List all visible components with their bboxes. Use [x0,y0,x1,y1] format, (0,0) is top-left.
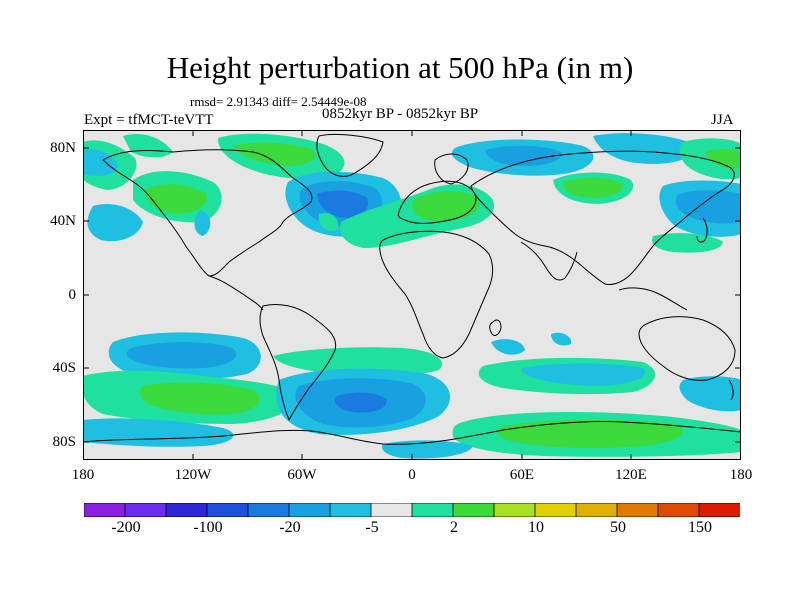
anomaly-region [381,440,473,459]
colorbar-label: 2 [450,519,458,536]
colorbar-label: -100 [193,519,223,536]
experiment-label: Expt = tfMCT-teVTT [84,112,214,128]
coastline-central-america [208,275,264,311]
coastline-madagascar [489,319,502,336]
anomaly-region [87,203,143,242]
colorbar-swatch [124,503,167,517]
colorbar-swatch [534,503,577,517]
coastline-australia [638,316,736,381]
anomaly-region [679,376,741,412]
anomaly-region [705,148,741,169]
lon-label-120e: 120E [615,467,647,483]
colorbar-swatch [493,503,536,517]
colorbar-label: -200 [111,519,141,536]
colorbar-swatch [206,503,249,517]
colorbar-swatch [288,503,331,517]
anomaly-region [563,177,624,198]
lon-label-180e: 180 [729,467,753,483]
anomaly-region [194,210,211,236]
anomaly-fields [83,133,741,459]
lat-label-40s: 40S [52,360,76,376]
axis-ticks [83,130,741,460]
lat-label-80s: 80S [52,434,76,450]
colorbar-swatch [616,503,659,517]
colorbar-label: 50 [610,519,626,536]
colorbar [84,503,740,517]
coastline-indonesia [618,287,688,311]
lon-label-60e: 60E [509,467,535,483]
colorbar-swatch [452,503,495,517]
colorbar-label: -20 [279,519,301,536]
coastline-japan [696,217,708,243]
rmsd-diff-stats: rmsd= 2.91343 diff= 2.54449e-08 [190,94,367,109]
colorbar-swatch [165,503,208,517]
coastlines [83,133,741,445]
lat-label-0: 0 [68,287,77,303]
colorbar-swatch [84,503,126,517]
anomaly-region [273,347,442,377]
colorbar-swatch [329,503,372,517]
anomaly-region [318,213,339,232]
coastline-north-america [102,149,313,277]
lon-label-180w: 180 [71,467,95,483]
lon-label-0: 0 [408,467,416,483]
colorbar-swatch [247,503,290,517]
coastline-europe [397,180,477,224]
map-title: Height perturbation at 500 hPa (in m) [166,50,634,85]
colorbar-label: 150 [688,519,712,536]
anomaly-region [651,233,723,253]
anomaly-region [551,332,572,346]
map-plot [83,130,741,460]
coastline-india [520,241,578,281]
anomaly-region [491,339,525,355]
coastline-antarctica [83,420,741,445]
anomaly-region [139,382,260,415]
coastline-new-zealand [728,379,734,401]
anomaly-region [412,191,480,222]
anomaly-region [593,133,695,164]
anomaly-region [497,419,683,448]
anomaly-region [126,342,237,369]
coastline-south-america [259,303,337,421]
colorbar-swatch [411,503,454,517]
colorbar-label: -5 [365,519,379,536]
period-label: 0852kyr BP - 0852kyr BP [322,106,479,122]
coastline-asia [470,150,735,285]
colorbar-swatch [575,503,618,517]
anomaly-region [83,149,119,176]
colorbar-swatch [370,503,413,517]
colorbar-label: 10 [528,519,544,536]
anomaly-region [145,184,208,214]
lon-label-120w: 120W [174,467,212,483]
lon-label-60w: 60W [287,467,317,483]
anomaly-region [675,190,741,224]
lat-label-40n: 40N [50,213,76,229]
colorbar-swatch [657,503,700,517]
lat-label-80n: 80N [50,140,76,156]
anomaly-region [334,392,387,413]
anomaly-region [233,142,316,166]
coastline-africa [379,230,494,359]
coastline-greenland [316,133,384,177]
anomaly-region [485,145,562,166]
anomaly-region [521,363,646,386]
season-label: JJA [711,112,734,128]
colorbar-swatch [698,503,740,517]
coastline-scandinavia [434,153,469,185]
anomaly-region [317,190,369,218]
